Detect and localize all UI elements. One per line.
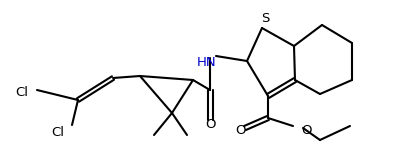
Text: O: O xyxy=(205,118,215,132)
Text: O: O xyxy=(235,124,245,137)
Text: HN: HN xyxy=(197,56,217,69)
Text: S: S xyxy=(261,12,269,26)
Text: O: O xyxy=(301,124,312,137)
Text: Cl: Cl xyxy=(51,127,64,139)
Text: Cl: Cl xyxy=(15,87,28,99)
